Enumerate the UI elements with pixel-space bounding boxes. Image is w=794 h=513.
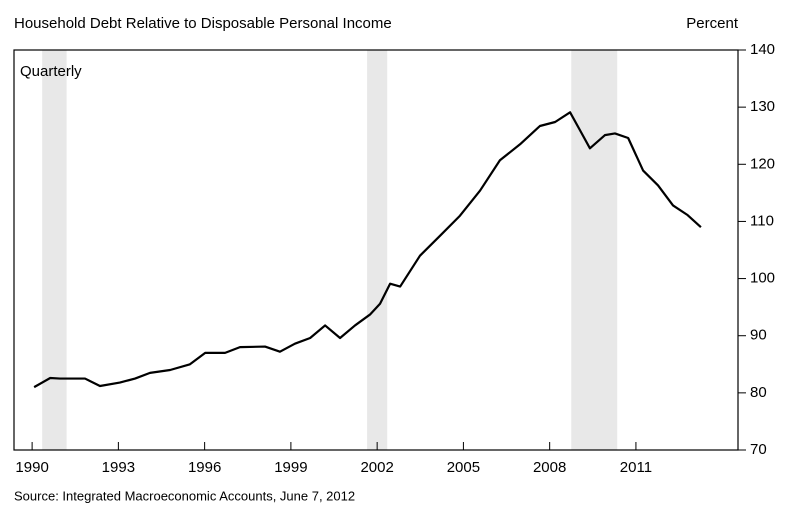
- recession-band: [42, 50, 67, 450]
- line: [33, 111, 702, 389]
- x-tick-label: 1996: [188, 459, 221, 476]
- recession-band: [367, 50, 388, 450]
- y-tick-label: 110: [750, 212, 774, 229]
- x-tick-label: 1993: [102, 459, 135, 476]
- x-tick-label: 2011: [620, 459, 652, 476]
- x-tick-label: 2002: [360, 459, 393, 476]
- x-tick-label: 2005: [447, 459, 480, 476]
- y-tick-label: 100: [750, 270, 775, 287]
- y-tick-label: 140: [750, 41, 775, 58]
- y-tick-label: 70: [750, 441, 767, 458]
- y-tick-label: 80: [750, 384, 767, 401]
- x-tick-label: 1990: [15, 459, 48, 476]
- subtitle: Quarterly: [20, 63, 82, 80]
- y-tick-label: 130: [750, 98, 775, 115]
- y-axis-label: Percent: [686, 15, 739, 32]
- recession-band: [571, 50, 618, 450]
- y-tick-label: 90: [750, 327, 767, 344]
- source: Source: Integrated Macroeconomic Account…: [14, 488, 355, 503]
- x-tick-label: 2008: [533, 459, 566, 476]
- y-tick-label: 120: [750, 155, 775, 172]
- x-tick-label: 1999: [274, 459, 307, 476]
- plot-frame: [13, 49, 739, 451]
- chart-title: Household Debt Relative to Disposable Pe…: [14, 15, 392, 32]
